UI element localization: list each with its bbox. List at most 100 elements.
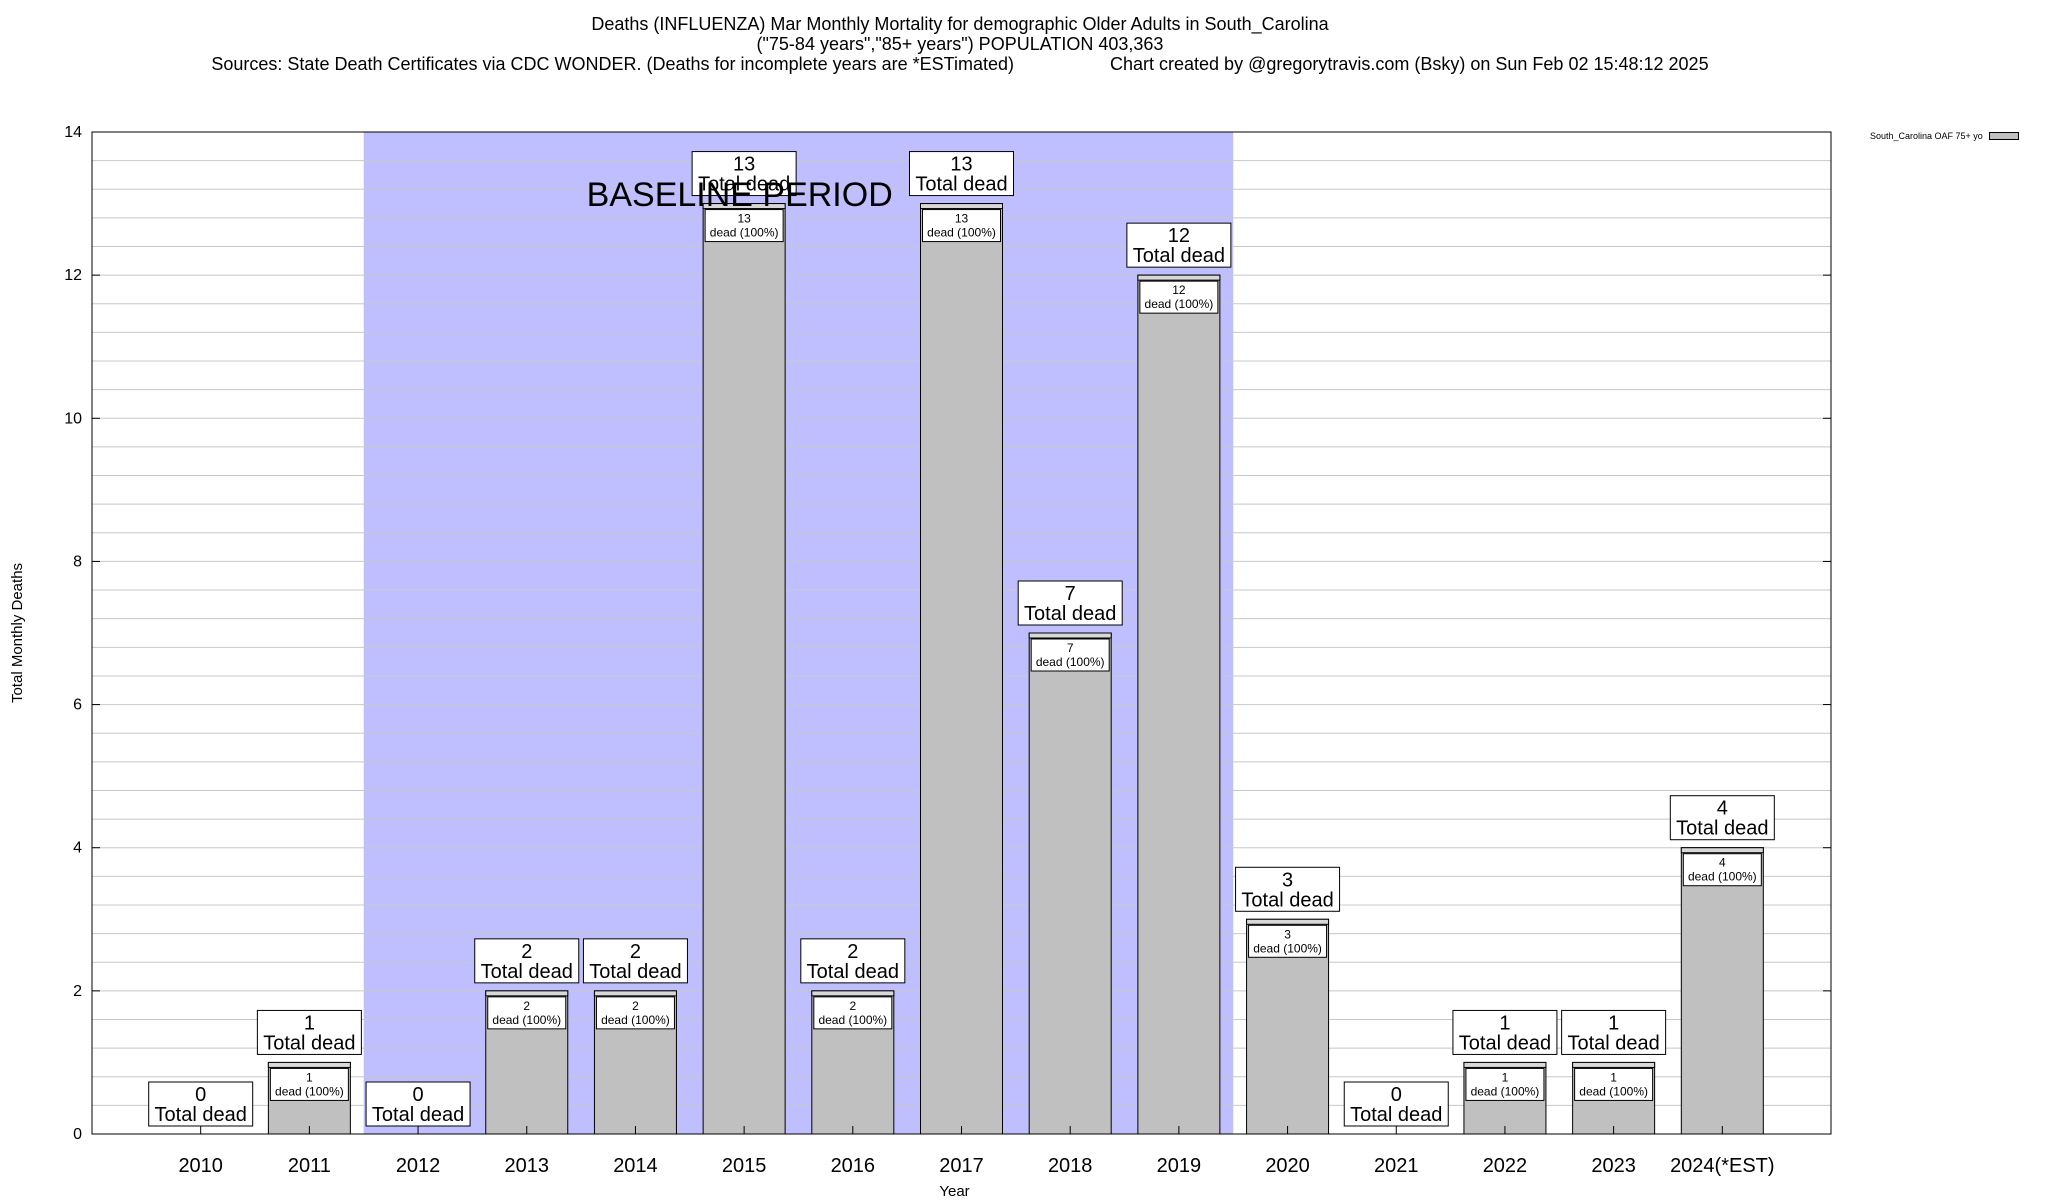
total-label-text: Total dead — [915, 174, 1007, 196]
total-label-box — [1017, 580, 1123, 626]
x-tick-label: 2014 — [613, 1155, 658, 1177]
chart-legend: South_Carolina OAF 75+ yo — [1870, 131, 2019, 141]
total-label-text: Total dead — [1567, 1032, 1659, 1054]
y-axis-label: Total Monthly Deaths — [9, 563, 26, 703]
inner-label-text: dead (100%) — [1036, 655, 1105, 669]
x-tick-label: 2012 — [396, 1155, 441, 1177]
x-tick-label: 2018 — [1048, 1155, 1093, 1177]
bar — [702, 203, 786, 1135]
inner-label-text: dead (100%) — [1471, 1084, 1540, 1098]
x-tick-label: 2010 — [178, 1155, 223, 1177]
total-label-box — [256, 1009, 362, 1055]
inner-label-value: 13 — [955, 212, 969, 226]
total-label-value: 1 — [1608, 1012, 1619, 1034]
inner-label-text: dead (100%) — [1688, 870, 1757, 884]
bar-cap — [267, 1061, 351, 1068]
total-label-value: 1 — [1499, 1012, 1510, 1034]
y-tick-label: 0 — [73, 1126, 82, 1143]
total-label-text: Total dead — [589, 961, 681, 983]
total-label-box — [582, 938, 688, 984]
x-axis-label: Year — [939, 1183, 969, 1200]
inner-label-text: dead (100%) — [1145, 297, 1214, 311]
x-tick-label: 2019 — [1157, 1155, 1202, 1177]
total-label-box — [800, 938, 906, 984]
total-label-value: 12 — [1168, 225, 1190, 247]
total-label-box — [1669, 795, 1775, 841]
inner-label-box — [1139, 280, 1219, 314]
total-label-box — [691, 151, 797, 197]
total-label-text: Total dead — [263, 1032, 355, 1054]
inner-label-value: 7 — [1067, 641, 1074, 655]
chart-title-line2: ("75-84 years","85+ years") POPULATION 4… — [756, 34, 1164, 54]
x-tick-label: 2017 — [939, 1155, 984, 1177]
inner-label-text: dead (100%) — [492, 1013, 561, 1027]
x-tick-label: 2015 — [722, 1155, 767, 1177]
total-label-text: Total dead — [698, 174, 790, 196]
x-tick-label: 2024(*EST) — [1670, 1155, 1775, 1177]
total-label-box — [1343, 1081, 1449, 1127]
bar — [920, 203, 1003, 1135]
chart-sources: Sources: State Death Certificates via CD… — [211, 54, 1014, 74]
total-label-text: Total dead — [1350, 1104, 1442, 1126]
total-label-text: Total dead — [372, 1104, 464, 1126]
inner-label-text: dead (100%) — [927, 226, 996, 240]
chart-title-line1: Deaths (INFLUENZA) Mar Monthly Mortality… — [591, 14, 1329, 34]
bar — [1680, 847, 1764, 1135]
total-label-value: 7 — [1065, 583, 1076, 605]
total-label-value: 2 — [630, 941, 641, 963]
inner-label-box — [487, 996, 567, 1030]
inner-label-box — [1030, 638, 1110, 672]
total-label-value: 1 — [304, 1012, 315, 1034]
total-label-box — [474, 938, 580, 984]
total-label-text: Total dead — [155, 1104, 247, 1126]
bar-cap — [1680, 847, 1764, 854]
total-label-text: Total dead — [1133, 245, 1225, 267]
x-tick-label: 2016 — [831, 1155, 876, 1177]
total-label-box — [909, 151, 1014, 197]
inner-label-text: dead (100%) — [710, 226, 779, 240]
y-tick-label: 6 — [73, 697, 82, 714]
y-tick-label: 2 — [73, 983, 82, 1000]
inner-label-box — [704, 209, 784, 243]
total-label-text: Total dead — [1024, 603, 1116, 625]
total-label-text: Total dead — [481, 961, 573, 983]
inner-label-value: 2 — [849, 999, 856, 1013]
chart-sources-line: Sources: State Death Certificates via CD… — [0, 54, 1920, 74]
inner-label-box — [1465, 1067, 1545, 1101]
inner-label-box — [922, 209, 1001, 243]
total-label-text: Total dead — [1676, 818, 1768, 840]
y-tick-label: 4 — [73, 840, 82, 857]
baseline-label: BASELINE PERIOD — [587, 176, 893, 214]
bar — [1028, 632, 1112, 1135]
inner-label-box — [813, 996, 893, 1030]
total-label-box — [1126, 222, 1232, 268]
bar-cap — [1463, 1061, 1547, 1068]
total-label-text: Total dead — [807, 961, 899, 983]
legend-label: South_Carolina OAF 75+ yo — [1870, 131, 1983, 141]
y-tick-label: 14 — [64, 124, 82, 141]
x-tick-label: 2011 — [288, 1155, 331, 1177]
bar-cap — [811, 990, 895, 997]
y-tick-label: 10 — [64, 410, 82, 427]
total-label-value: 4 — [1717, 798, 1728, 820]
inner-label-value: 3 — [1284, 927, 1291, 941]
total-label-value: 0 — [413, 1084, 424, 1106]
total-label-box — [148, 1081, 254, 1127]
inner-label-box — [1574, 1067, 1654, 1101]
total-label-text: Total dead — [1459, 1032, 1551, 1054]
bar-cap — [1246, 918, 1330, 925]
bar-cap — [702, 203, 786, 210]
inner-label-value: 1 — [1610, 1070, 1617, 1084]
inner-label-value: 12 — [1172, 283, 1186, 297]
bar-cap — [920, 203, 1003, 210]
inner-label-value: 2 — [632, 999, 639, 1013]
inner-label-value: 1 — [306, 1070, 313, 1084]
inner-label-text: dead (100%) — [818, 1013, 887, 1027]
bar-cap — [485, 990, 569, 997]
chart-credit: Chart created by @gregorytravis.com (Bsk… — [1110, 54, 1709, 74]
y-tick-label: 12 — [64, 267, 82, 284]
x-tick-label: 2013 — [505, 1155, 550, 1177]
bar-cap — [1137, 274, 1221, 281]
total-label-value: 3 — [1282, 869, 1293, 891]
